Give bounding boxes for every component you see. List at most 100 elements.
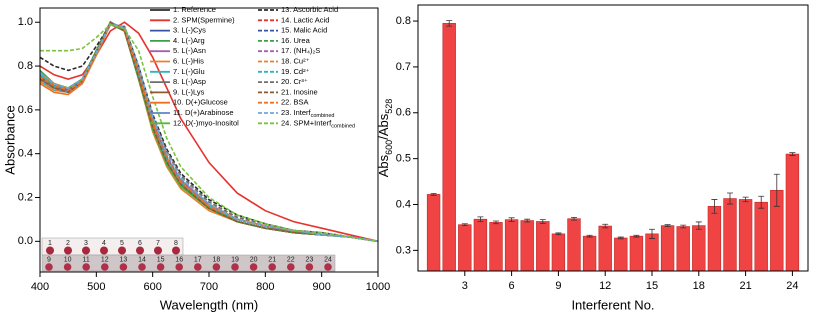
legend-label: 11. D(+)Arabinose bbox=[173, 108, 234, 117]
legend-label: 7. L(-)Glu bbox=[173, 67, 205, 76]
well bbox=[194, 263, 202, 271]
error-bar bbox=[727, 192, 733, 205]
well bbox=[82, 246, 90, 255]
well bbox=[119, 263, 128, 271]
error-bar bbox=[617, 236, 624, 240]
bar bbox=[707, 206, 722, 272]
well-label: 15 bbox=[157, 256, 165, 263]
legend-name: 17. (NH₄)₂S bbox=[281, 46, 320, 55]
y-axis-label: Absorbance bbox=[2, 105, 17, 174]
well-label: 6 bbox=[138, 240, 142, 247]
error-bar bbox=[789, 152, 796, 156]
legend-name: 4. L(-)Arg bbox=[173, 36, 205, 45]
well-label: 1 bbox=[48, 240, 52, 247]
well bbox=[100, 246, 108, 255]
x-tick-label: 900 bbox=[312, 281, 330, 293]
legend-name: 9. L(-)Lys bbox=[173, 87, 205, 96]
error-bar bbox=[555, 232, 562, 236]
x-tick-label: 24 bbox=[786, 280, 798, 292]
bar bbox=[629, 235, 644, 272]
well-label: 7 bbox=[156, 240, 160, 247]
legend-label: 20. Cr³⁺ bbox=[281, 77, 308, 86]
legend-name: 1. Reference bbox=[173, 5, 216, 14]
error-bar bbox=[461, 223, 468, 226]
bar bbox=[489, 222, 503, 272]
well-label: 16 bbox=[175, 256, 183, 263]
bar bbox=[723, 198, 737, 272]
legend-name: 7. L(-)Glu bbox=[173, 67, 205, 76]
legend-label: 15. Malic Acid bbox=[281, 26, 327, 35]
well-label: 11 bbox=[83, 256, 90, 263]
y-axis-label: Abs600/Abs528 bbox=[376, 99, 394, 177]
y-tick-label: 1.0 bbox=[18, 16, 33, 28]
bar bbox=[551, 233, 566, 272]
bar bbox=[754, 201, 768, 272]
x-axis-label: Wavelength (nm) bbox=[160, 297, 259, 312]
well bbox=[101, 263, 109, 271]
legend-name: 18. Cu²⁺ bbox=[281, 56, 310, 65]
y-tick-label: 0.3 bbox=[396, 244, 411, 256]
legend-label: 3. L(-)Cys bbox=[173, 26, 206, 35]
legend-name: 6. L(-)His bbox=[173, 56, 204, 65]
bar bbox=[660, 225, 675, 272]
well-label: 22 bbox=[287, 256, 295, 263]
error-bar bbox=[430, 193, 437, 196]
x-tick-label: 700 bbox=[200, 281, 218, 293]
plot-area bbox=[39, 21, 379, 243]
inset-photo bbox=[41, 237, 184, 256]
well-label: 23 bbox=[306, 256, 314, 263]
x-tick-label: 600 bbox=[143, 281, 161, 293]
bar bbox=[676, 226, 690, 272]
bar bbox=[645, 233, 659, 272]
legend-name: 12. D(-)myo-Inositol bbox=[173, 118, 239, 127]
y-tick-label: 0.6 bbox=[18, 104, 33, 116]
error-bar bbox=[695, 221, 702, 230]
well bbox=[305, 263, 314, 271]
x-tick-label: 12 bbox=[599, 280, 611, 292]
legend-label: 9. L(-)Lys bbox=[173, 87, 205, 96]
legend-label: 16. Urea bbox=[281, 36, 311, 45]
well bbox=[268, 263, 277, 271]
error-bar bbox=[664, 224, 671, 227]
x-tick-label: 500 bbox=[87, 281, 105, 293]
legend-name: 20. Cr³⁺ bbox=[281, 77, 308, 86]
legend-label: 6. L(-)His bbox=[173, 56, 204, 65]
well-label: 3 bbox=[84, 240, 88, 247]
well-label: 21 bbox=[268, 256, 276, 263]
well-label: 5 bbox=[120, 240, 124, 247]
error-bar bbox=[571, 216, 577, 221]
error-bar bbox=[773, 173, 780, 207]
y-tick-label: 0.0 bbox=[18, 235, 33, 247]
y-axis-label-part: /Abs bbox=[376, 113, 391, 140]
y-tick-label: 0.4 bbox=[396, 198, 411, 210]
bar bbox=[504, 219, 519, 272]
error-bar bbox=[649, 228, 655, 239]
x-tick-label: 800 bbox=[256, 281, 274, 293]
well bbox=[64, 246, 72, 255]
well bbox=[45, 263, 53, 271]
legend-label: 17. (NH₄)₂S bbox=[281, 46, 320, 55]
plot-frame bbox=[39, 7, 379, 273]
well bbox=[212, 263, 221, 271]
legend-name: 16. Urea bbox=[281, 36, 311, 45]
y-axis-label-part: Abs bbox=[376, 154, 391, 177]
error-bar bbox=[758, 195, 765, 209]
well bbox=[118, 246, 126, 255]
legend-subscript: combined bbox=[311, 113, 335, 119]
error-bar bbox=[539, 219, 546, 224]
x-tick-label: 1000 bbox=[366, 281, 390, 293]
well-label: 13 bbox=[120, 256, 128, 263]
error-bar bbox=[680, 224, 687, 229]
legend-name: 8. L(-)Asp bbox=[173, 77, 206, 86]
y-tick-label: 0.4 bbox=[18, 148, 33, 160]
bar bbox=[738, 199, 753, 272]
bar bbox=[426, 194, 441, 272]
legend-name: 11. D(+)Arabinose bbox=[173, 108, 234, 117]
legend-name: 5. L(-)Asn bbox=[173, 46, 206, 55]
well-label: 20 bbox=[250, 256, 258, 263]
legend-name: 10. D(+)Glucose bbox=[173, 98, 228, 107]
legend-name: 22. BSA bbox=[281, 98, 309, 107]
well bbox=[82, 263, 90, 271]
legend-name: 21. Inosine bbox=[281, 87, 318, 96]
legend-label: 13. Ascorbic Acid bbox=[281, 5, 338, 14]
